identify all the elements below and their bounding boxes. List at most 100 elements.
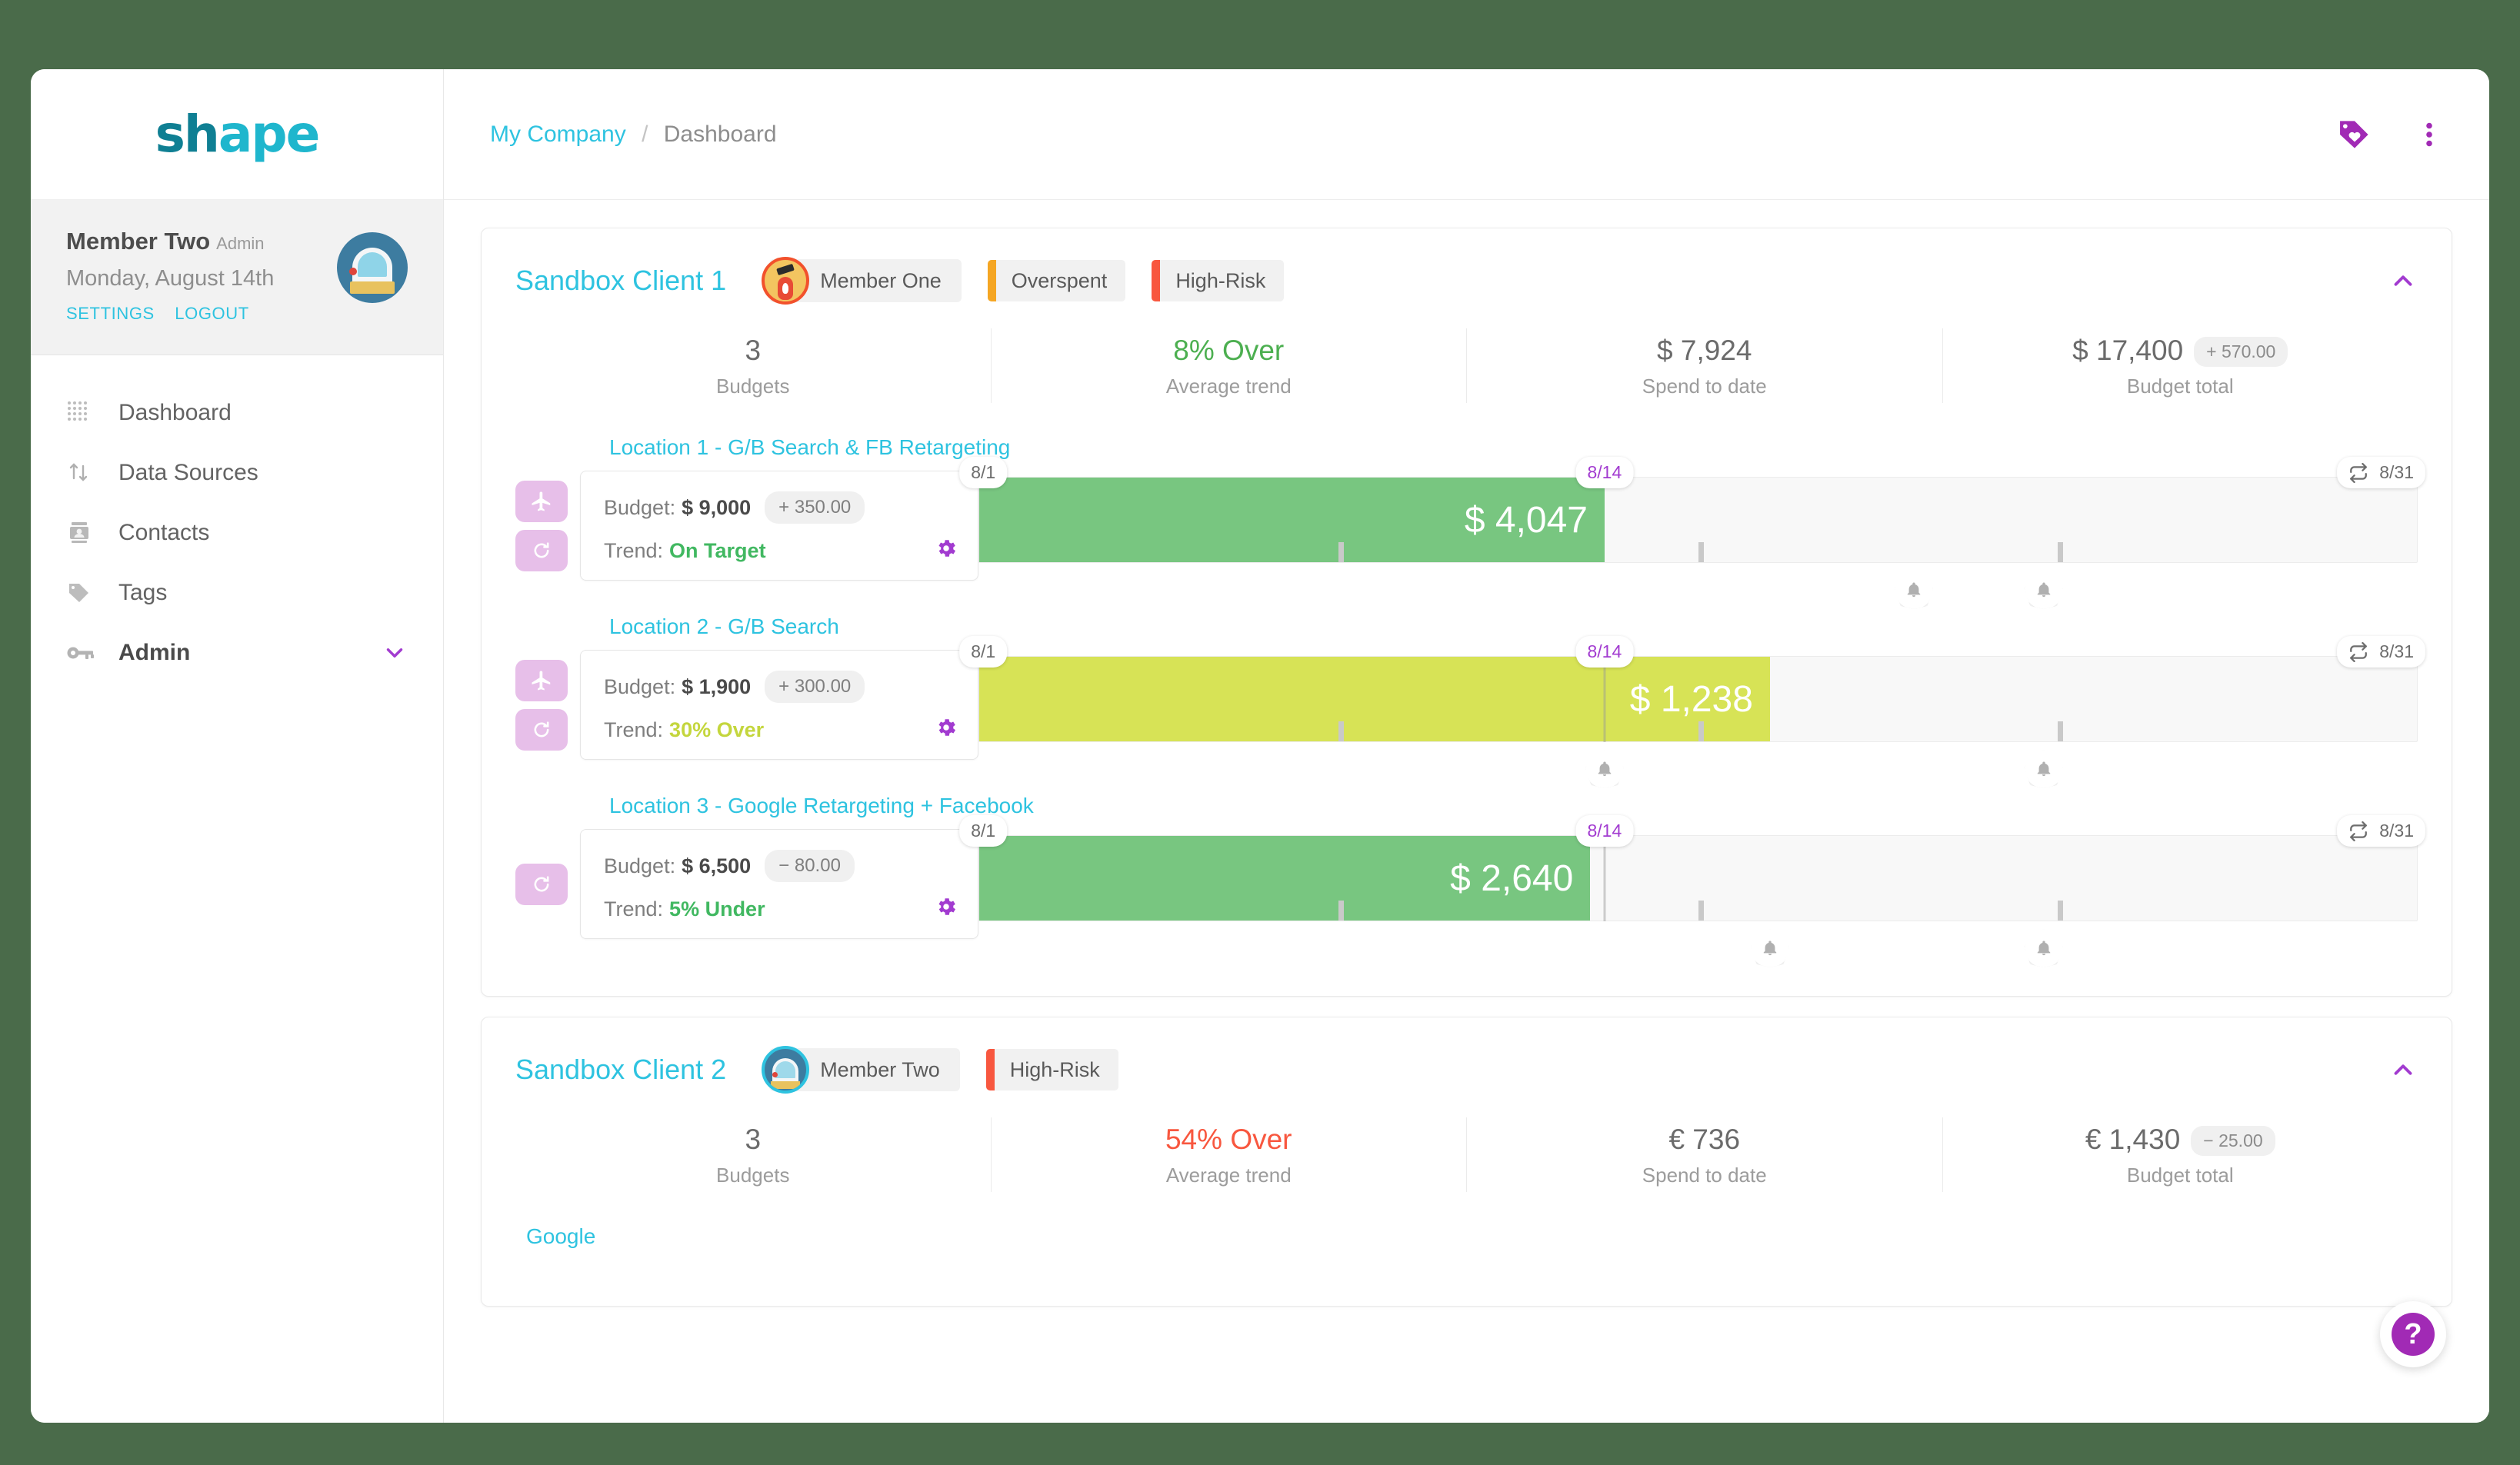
tag-heart-icon[interactable] xyxy=(2337,117,2372,152)
settings-link[interactable]: SETTINGS xyxy=(66,304,155,323)
stat-label: Average trend xyxy=(1165,375,1292,398)
repeat-icon xyxy=(2350,462,2368,483)
gear-icon[interactable] xyxy=(935,895,958,918)
bell-icon[interactable] xyxy=(1751,929,1790,967)
collapse-toggle[interactable] xyxy=(2388,1055,2418,1084)
bell-icon[interactable] xyxy=(2024,750,2063,788)
trend-label: Trend: xyxy=(604,718,664,741)
stat-label: Budget total xyxy=(2126,1164,2234,1187)
client-stats: 3 Budgets 54% Over Average trend € 736 S… xyxy=(515,1117,2418,1197)
budget-track[interactable]: $ 2,640 xyxy=(978,835,2418,921)
more-vertical-icon[interactable] xyxy=(2414,117,2445,152)
sidebar-item-contacts[interactable]: Contacts xyxy=(31,503,443,563)
budget-row: Location 1 - G/B Search & FB Retargeting xyxy=(515,435,2425,609)
breadcrumb-root[interactable]: My Company xyxy=(490,121,626,147)
client-owner-chip[interactable]: Member One xyxy=(762,257,962,305)
start-date-pill[interactable]: 8/1 xyxy=(959,636,1008,668)
sidebar-item-tags[interactable]: Tags xyxy=(31,563,443,623)
today-date-pill[interactable]: 8/14 xyxy=(1575,815,1634,847)
stat-value: $ 17,400 xyxy=(2072,335,2184,366)
today-date-pill[interactable]: 8/14 xyxy=(1575,457,1634,488)
gear-icon[interactable] xyxy=(935,716,958,739)
budget-track-wrap: $ 4,047 8/1 8/14 8/31 xyxy=(959,457,2425,609)
client-card: Sandbox Client 1 Member One Overspent xyxy=(481,228,2452,997)
sidebar-item-dashboard[interactable]: Dashboard xyxy=(31,383,443,443)
airplane-icon[interactable] xyxy=(515,659,568,701)
logo-text-light: ape xyxy=(218,105,321,164)
budget-row: Google xyxy=(515,1224,2418,1249)
client-owner-name: Member One xyxy=(820,268,942,292)
gear-icon[interactable] xyxy=(935,537,958,560)
sidebar-item-data-sources[interactable]: Data Sources xyxy=(31,443,443,503)
status-badge[interactable]: High-Risk xyxy=(985,1049,1118,1090)
grid-dots-icon xyxy=(66,400,106,426)
status-badge[interactable]: Overspent xyxy=(987,260,1126,301)
refresh-icon[interactable] xyxy=(515,708,568,751)
collapse-toggle[interactable] xyxy=(2388,266,2418,295)
budget-title[interactable]: Location 1 - G/B Search & FB Retargeting xyxy=(609,435,1011,459)
end-date-pill[interactable]: 8/31 xyxy=(2337,815,2425,847)
start-date-pill[interactable]: 8/1 xyxy=(959,457,1008,488)
end-date-text: 8/31 xyxy=(2379,641,2414,661)
logo-text: shape xyxy=(155,105,321,164)
budget-body: Budget: $ 9,000 + 350.00 Trend: On Targe… xyxy=(515,457,2425,609)
client-header: Sandbox Client 1 Member One Overspent xyxy=(515,257,2418,305)
repeat-icon xyxy=(2350,641,2368,662)
stat-value: 54% Over xyxy=(1165,1124,1292,1155)
today-marker-line xyxy=(1603,656,1606,742)
chevron-down-icon[interactable] xyxy=(382,640,408,666)
today-date-pill[interactable]: 8/14 xyxy=(1575,636,1634,668)
avatar[interactable] xyxy=(337,232,408,303)
stat-label: Spend to date xyxy=(1642,1164,1767,1187)
track-tick xyxy=(1698,721,1704,741)
budget-delta: − 80.00 xyxy=(765,850,855,882)
budget-title[interactable]: Location 3 - Google Retargeting + Facebo… xyxy=(609,794,1034,817)
end-date-text: 8/31 xyxy=(2379,462,2414,482)
budget-controls xyxy=(515,650,568,760)
budget-track[interactable]: $ 1,238 xyxy=(978,656,2418,742)
budget-trend-line: Trend: 30% Over xyxy=(604,718,956,742)
end-date-pill[interactable]: 8/31 xyxy=(2337,636,2425,668)
client-name[interactable]: Sandbox Client 2 xyxy=(515,1054,727,1085)
budget-delta: + 350.00 xyxy=(765,491,865,524)
badge-color-bar xyxy=(985,1049,995,1090)
user-name: Member Two Admin xyxy=(66,228,274,255)
trend-value: 5% Under xyxy=(669,897,765,921)
user-info: Member Two Admin Monday, August 14th SETT… xyxy=(66,228,274,324)
status-badge[interactable]: High-Risk xyxy=(1152,260,1285,301)
budget-info-panel: Budget: $ 6,500 − 80.00 Trend: 5% Under xyxy=(580,829,978,939)
stat-value: 8% Over xyxy=(1173,335,1285,366)
trend-label: Trend: xyxy=(604,897,664,921)
budget-fill: $ 4,047 xyxy=(979,478,1605,562)
refresh-icon[interactable] xyxy=(515,863,568,905)
stat-value-wrap: $ 17,400 + 570.00 xyxy=(1943,335,2418,367)
breadcrumb-current: Dashboard xyxy=(663,121,777,147)
sidebar-item-admin[interactable]: Admin xyxy=(31,623,443,683)
budget-body: Budget: $ 1,900 + 300.00 Trend: 30% Over xyxy=(515,636,2425,788)
airplane-icon[interactable] xyxy=(515,480,568,522)
stat-value: $ 7,924 xyxy=(1657,335,1752,366)
client-name[interactable]: Sandbox Client 1 xyxy=(515,265,727,296)
budget-track[interactable]: $ 4,047 xyxy=(978,477,2418,563)
bell-icon[interactable] xyxy=(1895,571,1934,609)
badge-label: High-Risk xyxy=(1175,268,1266,292)
refresh-icon[interactable] xyxy=(515,529,568,571)
budget-title[interactable]: Location 2 - G/B Search xyxy=(609,614,839,638)
client-owner-chip[interactable]: Member Two xyxy=(762,1046,960,1094)
logout-link[interactable]: LOGOUT xyxy=(175,304,249,323)
budget-title[interactable]: Google xyxy=(526,1224,596,1248)
budget-row: Location 3 - Google Retargeting + Facebo… xyxy=(515,794,2425,967)
end-date-pill[interactable]: 8/31 xyxy=(2337,457,2425,488)
contact-card-icon xyxy=(66,520,106,546)
bell-icon[interactable] xyxy=(1585,750,1624,788)
sidebar-item-label: Data Sources xyxy=(118,460,258,485)
end-date-text: 8/31 xyxy=(2379,821,2414,841)
bell-icon[interactable] xyxy=(2024,571,2063,609)
app-logo[interactable]: shape xyxy=(31,69,443,200)
help-button[interactable]: ? xyxy=(2380,1301,2446,1367)
bell-icon[interactable] xyxy=(2024,929,2063,967)
budget-label: Budget: xyxy=(604,674,676,698)
budget-value: $ 9,000 xyxy=(682,495,752,519)
stat-label: Budget total xyxy=(2126,375,2234,398)
start-date-pill[interactable]: 8/1 xyxy=(959,815,1008,847)
